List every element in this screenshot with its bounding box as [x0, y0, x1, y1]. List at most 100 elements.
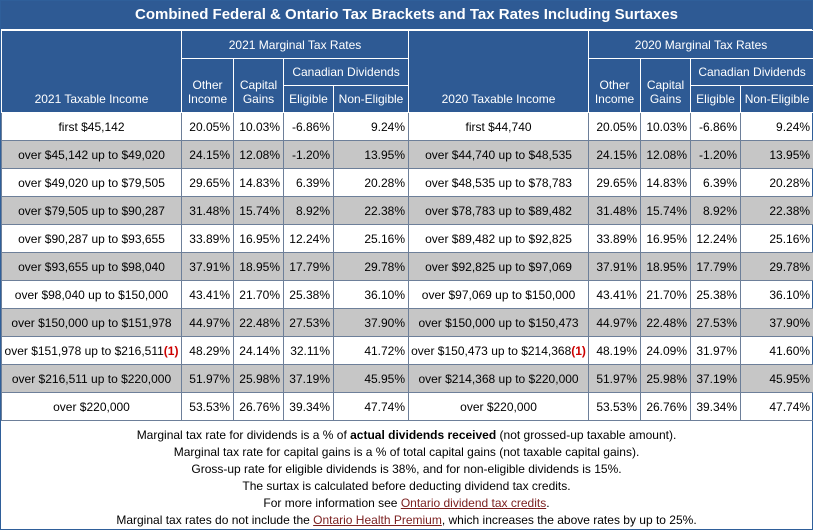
income-2020-cell: over $220,000 — [408, 392, 590, 421]
non-eligible-dividends-2021-cell: 37.90% — [332, 308, 410, 337]
tax-rates-body: first $45,142 20.05% 10.03% -6.86% 9.24% firs… — [1, 112, 813, 421]
non-eligible-dividends-2020-cell: 36.10% — [740, 280, 813, 309]
note-dividends: Marginal tax rate for dividends is a % o… — [1, 427, 812, 444]
eligible-dividends-2020-cell: 27.53% — [690, 308, 742, 337]
non-eligible-dividends-2021-cell: 45.95% — [332, 364, 410, 393]
eligible-dividends-2020-cell: 25.38% — [690, 280, 742, 309]
note-health-premium: Marginal tax rates do not include the On… — [1, 512, 812, 529]
tax-rates-table: 2021 Taxable Income 2021 Marginal Tax Ra… — [1, 30, 813, 421]
note-gross-up: Gross-up rate for eligible dividends is … — [191, 462, 622, 476]
eligible-dividends-2020-cell: 8.92% — [690, 196, 742, 225]
table-row: over $216,511 up to $220,000 51.97% 25.98%… — [1, 364, 813, 393]
income-2021-cell: over $216,511 up to $220,000 — [1, 364, 182, 393]
header-non-eligible-2020: Non-Eligible — [740, 85, 813, 113]
non-eligible-dividends-2020-cell: 25.16% — [740, 224, 813, 253]
income-2021-cell: over $79,505 up to $90,287 — [1, 196, 182, 225]
notes: Marginal tax rate for dividends is a % o… — [1, 421, 812, 529]
non-eligible-dividends-2020-cell: 9.24% — [740, 112, 813, 141]
note-capital-gains: Marginal tax rate for capital gains is a… — [173, 445, 640, 459]
capital-gains-2021-cell: 25.98% — [233, 364, 284, 393]
other-income-2020-cell: 20.05% — [588, 112, 642, 141]
other-income-2020-cell: 43.41% — [588, 280, 642, 309]
note-more-info-post: . — [546, 496, 550, 510]
eligible-dividends-2021-cell: -6.86% — [283, 112, 334, 141]
income-2021-cell: over $98,040 up to $150,000 — [1, 280, 182, 309]
table-row: over $151,978 up to $216,511(1) 48.29% 24.… — [1, 336, 813, 365]
non-eligible-dividends-2021-cell: 9.24% — [332, 112, 410, 141]
other-income-2020-cell: 44.97% — [588, 308, 642, 337]
capital-gains-2020-cell: 25.98% — [640, 364, 692, 393]
table-row: over $150,000 up to $151,978 44.97% 22.48%… — [1, 308, 813, 337]
other-income-2021-cell: 51.97% — [181, 364, 234, 393]
other-income-2020-cell: 24.15% — [588, 140, 642, 169]
other-income-2020-cell: 37.91% — [588, 252, 642, 281]
header-capital-label: Capital — [646, 78, 685, 92]
capital-gains-2020-cell: 16.95% — [640, 224, 692, 253]
header-income-label: Income — [187, 92, 228, 106]
income-range-text: over $151,978 up to $216,511 — [4, 343, 164, 358]
non-eligible-dividends-2020-cell: 13.95% — [740, 140, 813, 169]
capital-gains-2020-cell: 15.74% — [640, 196, 692, 225]
non-eligible-dividends-2020-cell: 41.60% — [740, 336, 813, 365]
eligible-dividends-2020-cell: -1.20% — [690, 140, 742, 169]
income-2020-cell: over $214,368 up to $220,000 — [408, 364, 590, 393]
income-2020-cell: over $92,825 up to $97,069 — [408, 252, 590, 281]
other-income-2021-cell: 29.65% — [181, 168, 234, 197]
non-eligible-dividends-2021-cell: 36.10% — [332, 280, 410, 309]
capital-gains-2020-cell: 10.03% — [640, 112, 692, 141]
header-gains-label: Gains — [242, 92, 275, 106]
capital-gains-2020-cell: 22.48% — [640, 308, 692, 337]
non-eligible-dividends-2021-cell: 13.95% — [332, 140, 410, 169]
header-gains-label: Gains — [649, 92, 682, 106]
eligible-dividends-2021-cell: 12.24% — [283, 224, 334, 253]
note-dividends-bold: actual dividends received — [350, 428, 497, 442]
income-2020-cell: over $150,000 up to $150,473 — [408, 308, 590, 337]
non-eligible-dividends-2020-cell: 37.90% — [740, 308, 813, 337]
income-2021-cell: over $93,655 up to $98,040 — [1, 252, 182, 281]
header-capital-label: Capital — [239, 78, 278, 92]
header-capital-gains-2021: Capital Gains — [233, 58, 284, 113]
capital-gains-2020-cell: 18.95% — [640, 252, 692, 281]
eligible-dividends-2021-cell: -1.20% — [283, 140, 334, 169]
other-income-2021-cell: 20.05% — [181, 112, 234, 141]
capital-gains-2020-cell: 12.08% — [640, 140, 692, 169]
capital-gains-2020-cell: 24.09% — [640, 336, 692, 365]
capital-gains-2021-cell: 10.03% — [233, 112, 284, 141]
note-more-info-pre: For more information see — [263, 496, 401, 510]
non-eligible-dividends-2021-cell: 47.74% — [332, 392, 410, 421]
capital-gains-2021-cell: 15.74% — [233, 196, 284, 225]
non-eligible-dividends-2020-cell: 45.95% — [740, 364, 813, 393]
header-other-label: Other — [192, 78, 223, 92]
eligible-dividends-2020-cell: 31.97% — [690, 336, 742, 365]
non-eligible-dividends-2020-cell: 20.28% — [740, 168, 813, 197]
income-2020-cell: over $97,069 up to $150,000 — [408, 280, 590, 309]
ontario-health-premium-link[interactable]: Ontario Health Premium — [313, 513, 442, 527]
header-capital-gains-2020: Capital Gains — [640, 58, 692, 113]
table-row: over $90,287 up to $93,655 33.89% 16.95% 12… — [1, 224, 813, 253]
note-health-post: , which increases the above rates by up … — [441, 513, 697, 527]
table-row: over $220,000 53.53% 26.76% 39.34% 47.74% ove… — [1, 392, 813, 421]
non-eligible-dividends-2020-cell: 47.74% — [740, 392, 813, 421]
table-row: over $98,040 up to $150,000 43.41% 21.70% 2… — [1, 280, 813, 309]
capital-gains-2021-cell: 21.70% — [233, 280, 284, 309]
income-2020-cell: over $78,783 up to $89,482 — [408, 196, 590, 225]
ontario-dividend-tax-credits-link[interactable]: Ontario dividend tax credits — [400, 496, 547, 510]
capital-gains-2021-cell: 26.76% — [233, 392, 284, 421]
header-rates-2020: 2020 Marginal Tax Rates — [588, 30, 813, 59]
other-income-2020-cell: 48.19% — [588, 336, 642, 365]
note-more-info: For more information see Ontario dividen… — [1, 495, 812, 512]
other-income-2021-cell: 31.48% — [181, 196, 234, 225]
income-range-text: over $150,473 up to $214,368 — [411, 343, 572, 358]
eligible-dividends-2021-cell: 6.39% — [283, 168, 334, 197]
header-income-2021: 2021 Taxable Income — [1, 30, 182, 113]
other-income-2021-cell: 53.53% — [181, 392, 234, 421]
eligible-dividends-2021-cell: 32.11% — [283, 336, 334, 365]
capital-gains-2020-cell: 21.70% — [640, 280, 692, 309]
capital-gains-2020-cell: 26.76% — [640, 392, 692, 421]
header-other-label: Other — [599, 78, 630, 92]
income-2020-cell: over $150,473 up to $214,368(1) — [408, 336, 590, 365]
capital-gains-2021-cell: 24.14% — [233, 336, 284, 365]
footnote-marker: (1) — [163, 343, 179, 358]
income-2021-cell: over $49,020 up to $79,505 — [1, 168, 182, 197]
note-surtax: The surtax is calculated before deductin… — [242, 479, 571, 493]
